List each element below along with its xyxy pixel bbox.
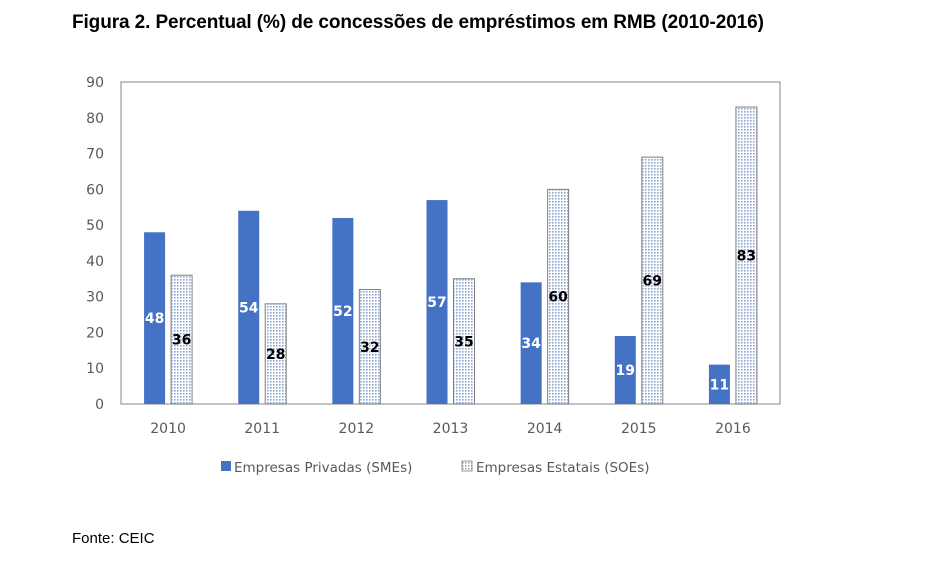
bar-smes (520, 282, 542, 404)
data-label-smes: 48 (145, 311, 164, 327)
figure-source: Fonte: CEIC (72, 530, 155, 547)
y-tick-label: 20 (86, 325, 104, 341)
bar-soes (264, 303, 287, 405)
bar-smes (426, 200, 448, 404)
data-label-soes: 28 (266, 347, 285, 363)
bar-smes (332, 217, 354, 404)
bar-soes (358, 289, 381, 405)
data-label-soes: 69 (643, 274, 662, 290)
bar-soes (453, 278, 475, 405)
bar-soes (547, 188, 570, 405)
y-tick-label: 60 (86, 182, 104, 198)
data-labels-group: 48 54 52 57 34 19 11 36 28 32 35 60 69 83 (145, 249, 756, 394)
bar-smes (238, 210, 260, 404)
bar-soes (735, 106, 758, 405)
y-tick-label: 50 (86, 218, 104, 234)
data-label-smes: 11 (710, 377, 729, 393)
x-axis: 2010 2011 2012 2013 2014 2015 2016 (150, 421, 751, 437)
legend-label-soes: Empresas Estatais (SOEs) (476, 460, 650, 476)
data-label-soes: 60 (548, 290, 568, 306)
bar-chart: 0 10 20 30 40 50 60 70 80 90 2010 2011 2012 2013 2014… (86, 75, 781, 476)
y-tick-label: 30 (86, 290, 104, 306)
y-tick-label: 70 (86, 147, 104, 163)
bar-smes (708, 364, 730, 404)
y-tick-label: 80 (86, 111, 104, 127)
bar-soes (170, 274, 193, 405)
legend-swatch-soes (461, 460, 473, 472)
x-tick-label: 2016 (715, 421, 751, 437)
x-tick-label: 2014 (527, 421, 563, 437)
x-tick-label: 2012 (339, 421, 375, 437)
y-tick-label: 0 (95, 397, 104, 413)
bar-smes (144, 232, 166, 404)
x-tick-label: 2011 (244, 421, 280, 437)
x-tick-label: 2015 (621, 421, 657, 437)
legend: Empresas Privadas (SMEs) Empresas Estata… (221, 460, 650, 476)
bar-smes (614, 336, 636, 404)
data-label-soes: 83 (737, 249, 756, 265)
x-tick-label: 2013 (433, 421, 469, 437)
bar-soes (641, 156, 664, 405)
data-label-smes: 52 (333, 304, 352, 320)
data-label-smes: 54 (239, 300, 259, 316)
legend-swatch-smes (221, 461, 231, 471)
data-label-smes: 34 (521, 336, 541, 352)
plot-frame (120, 81, 781, 405)
data-label-smes: 57 (427, 295, 446, 311)
bars-group (144, 106, 758, 405)
figure-title: Figura 2. Percentual (%) de concessões d… (72, 12, 764, 33)
y-tick-label: 10 (86, 361, 104, 377)
y-axis: 0 10 20 30 40 50 60 70 80 90 (86, 75, 104, 413)
y-tick-label: 40 (86, 254, 104, 270)
data-label-soes: 35 (454, 334, 473, 350)
legend-label-smes: Empresas Privadas (SMEs) (234, 460, 412, 476)
data-label-soes: 32 (360, 340, 379, 356)
y-tick-label: 90 (86, 75, 104, 91)
data-label-soes: 36 (172, 333, 191, 349)
x-tick-label: 2010 (150, 421, 186, 437)
data-label-smes: 19 (616, 363, 635, 379)
